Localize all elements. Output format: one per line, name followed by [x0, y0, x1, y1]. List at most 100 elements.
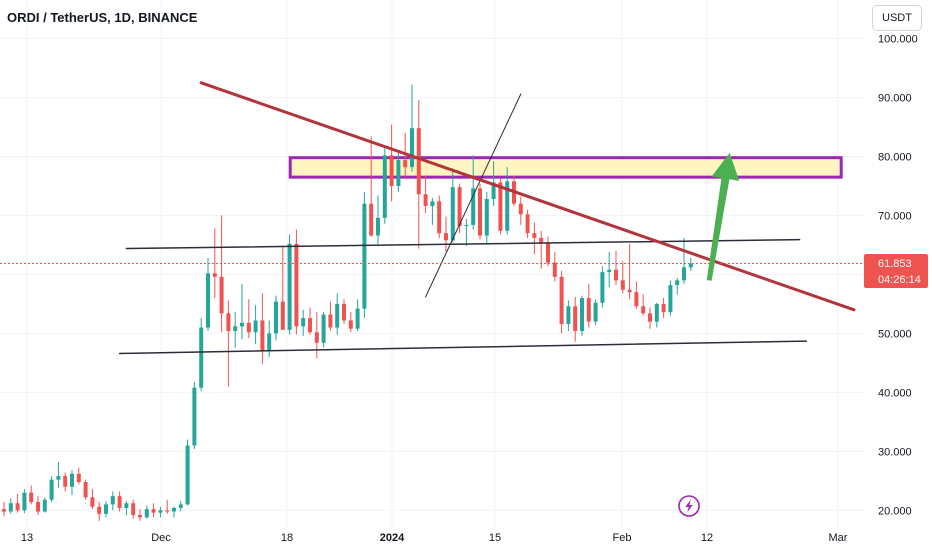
candle-body: [246, 322, 251, 333]
candle-body: [42, 499, 47, 512]
time-tick-label: 2024: [380, 532, 405, 544]
candle-body: [396, 160, 401, 186]
candle-body: [627, 289, 632, 293]
time-tick-label: Mar: [829, 532, 848, 544]
candle-body: [376, 217, 380, 236]
candle-body: [654, 303, 659, 322]
candle-body: [253, 320, 258, 333]
candle-body: [267, 333, 272, 352]
candle-body: [144, 509, 149, 518]
candle-body: [321, 314, 326, 343]
candle-body: [444, 233, 448, 241]
currency-button[interactable]: USDT: [872, 5, 922, 31]
candle-body: [70, 473, 74, 487]
price-tick-label: 80.000: [878, 152, 912, 164]
candle-body: [634, 292, 639, 307]
price-tick-label: 100.000: [878, 34, 918, 46]
candle-body: [675, 280, 680, 286]
candle-body: [15, 503, 20, 511]
candle-body: [185, 445, 190, 505]
candle-body: [382, 155, 387, 218]
candle-body: [525, 214, 530, 234]
candle-body: [56, 476, 61, 480]
candle-body: [641, 306, 646, 314]
candle-body: [410, 128, 414, 168]
candle-body: [573, 306, 578, 332]
channel-top-line: [125, 238, 801, 250]
candle-body: [416, 128, 421, 195]
last-price-label: 61.853 04:26:14: [864, 254, 928, 288]
candle-body: [491, 182, 496, 199]
candle-body: [403, 160, 408, 168]
candle-body: [83, 482, 88, 498]
candle-body: [457, 187, 462, 227]
last-price-label-bg: [864, 254, 928, 288]
candle-body: [287, 243, 292, 330]
candle-body: [661, 303, 666, 313]
candle-body: [151, 509, 156, 513]
candle-body: [532, 233, 537, 238]
candle-body: [294, 243, 299, 327]
candle-body: [484, 198, 489, 236]
candle-body: [301, 318, 306, 327]
candle-body: [117, 496, 122, 508]
candle-body: [192, 387, 197, 446]
candle-body: [505, 181, 510, 231]
candle-body: [274, 301, 278, 334]
candle-body: [389, 155, 394, 186]
candle-body: [233, 326, 238, 332]
candle-body: [648, 313, 652, 322]
candle-body: [138, 515, 142, 518]
candle-body: [280, 301, 285, 330]
resistance-zone: [288, 156, 843, 179]
candlestick-series: [2, 84, 693, 521]
candle-body: [36, 502, 40, 512]
candle-body: [423, 194, 428, 207]
time-tick-label: Feb: [613, 532, 632, 544]
candle-body: [22, 492, 27, 511]
candle-body: [2, 509, 6, 512]
candle-body: [172, 507, 176, 512]
candle-body: [362, 203, 367, 309]
channel-bottom-line: [118, 340, 808, 355]
lightning-icon[interactable]: [678, 495, 700, 517]
time-axis[interactable]: 13 Dec 18 2024 15 Feb 12 Mar: [21, 532, 848, 544]
candle-body: [8, 503, 13, 512]
price-tick-label: 40.000: [878, 387, 912, 399]
candle-body: [348, 320, 353, 329]
symbol-title: ORDI / TetherUS, 1D, BINANCE: [7, 10, 198, 25]
descending-trendline: [199, 81, 856, 312]
candle-body: [76, 473, 81, 483]
candle-body: [552, 262, 557, 277]
candle-body: [199, 327, 204, 388]
candle-body: [104, 504, 108, 514]
candle-body: [158, 510, 163, 513]
last-price-value: 61.853: [878, 258, 912, 270]
candle-body: [580, 298, 584, 332]
candle-body: [539, 237, 544, 243]
candle-body: [240, 322, 244, 327]
candle-body: [478, 188, 482, 236]
time-tick-label: Dec: [151, 532, 171, 544]
price-tick-label: 30.000: [878, 446, 912, 458]
candle-body: [206, 273, 210, 328]
candle-body: [688, 263, 693, 268]
candle-body: [430, 201, 435, 207]
candle-body: [226, 313, 231, 332]
candle-body: [600, 272, 605, 303]
candle-body: [450, 187, 455, 241]
candle-body: [260, 320, 265, 352]
candle-body: [668, 285, 673, 313]
candle-body: [566, 306, 571, 324]
price-tick-label: 70.000: [878, 210, 912, 222]
breakout-arrow: [706, 153, 740, 281]
price-tick-label: 90.000: [878, 93, 912, 105]
candle-body: [97, 506, 102, 514]
countdown-value: 04:26:14: [878, 274, 921, 286]
candle-body: [586, 298, 591, 322]
candle-body: [314, 332, 319, 343]
candle-body: [165, 510, 170, 512]
candle-body: [682, 267, 686, 281]
candle-body: [63, 476, 68, 487]
